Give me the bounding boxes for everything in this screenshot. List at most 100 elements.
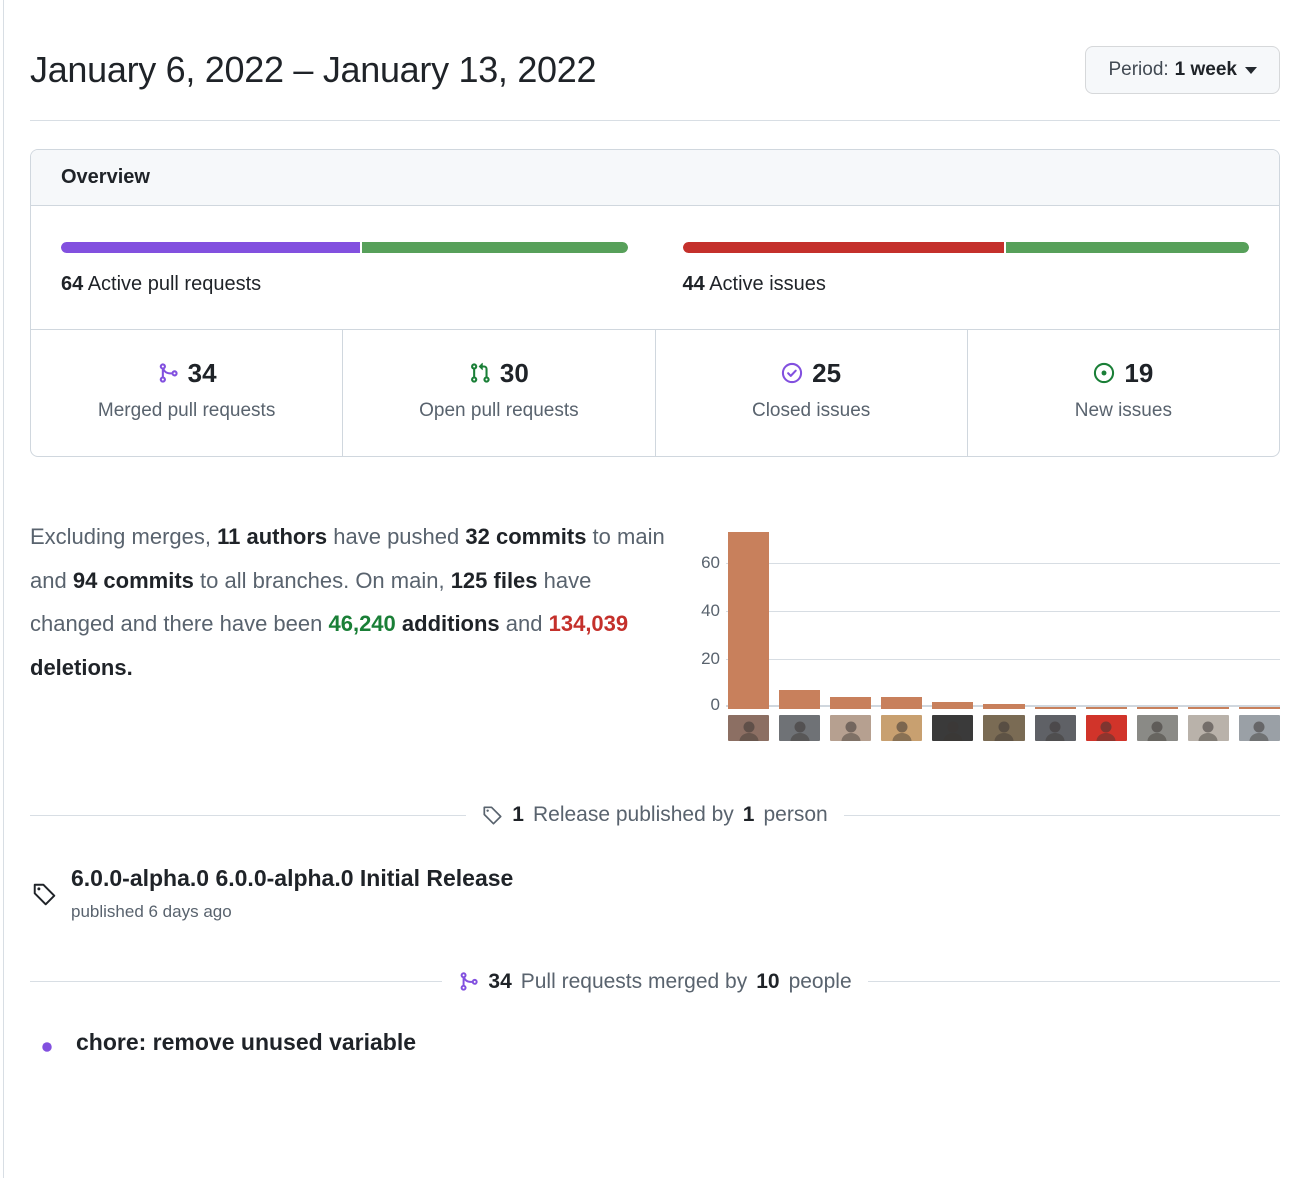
pull-requests-section-divider: 34 Pull requests merged by 10 people bbox=[30, 969, 1281, 994]
pulse-content: January 6, 2022 – January 13, 2022 Perio… bbox=[30, 0, 1281, 1058]
commits-files-changed: 125 files bbox=[450, 567, 538, 593]
commits-summary-row: Excluding merges, 11 authors have pushed… bbox=[30, 515, 1281, 755]
stat-new-value: 19 bbox=[1124, 358, 1154, 388]
chart-bar bbox=[1034, 706, 1076, 709]
chart-bars bbox=[728, 523, 1281, 709]
chart-bar bbox=[932, 702, 974, 709]
active-issues-caption: 44 Active issues bbox=[683, 271, 1250, 297]
chart-plot-area: 60 40 20 0 bbox=[680, 515, 1281, 741]
commits-additions-label: additions bbox=[395, 611, 500, 637]
avatar[interactable] bbox=[1238, 715, 1281, 741]
open-pr-bar-segment bbox=[362, 242, 628, 253]
issue-opened-icon bbox=[1093, 362, 1115, 384]
chevron-down-icon bbox=[1245, 66, 1257, 74]
chart-bar bbox=[1085, 706, 1127, 709]
gridline-60 bbox=[726, 563, 1280, 564]
stat-closed-issues[interactable]: 25 Closed issues bbox=[656, 330, 968, 456]
pull-requests-split-bar bbox=[61, 242, 628, 253]
stat-new-label: New issues bbox=[1074, 400, 1172, 421]
commits-deletions-count: 134,039 bbox=[548, 611, 629, 637]
pulse-header: January 6, 2022 – January 13, 2022 Perio… bbox=[30, 0, 1280, 121]
divider-rule-left bbox=[30, 814, 467, 816]
list-item[interactable]: chore: remove unused variable bbox=[30, 1028, 1280, 1058]
overview-card: Overview 64 Active pull requests bbox=[30, 149, 1280, 457]
gridline-40 bbox=[726, 611, 1280, 612]
chart-bar bbox=[728, 532, 770, 709]
issue-closed-icon bbox=[781, 362, 803, 384]
chart-bar bbox=[983, 704, 1025, 709]
avatar[interactable] bbox=[779, 715, 821, 741]
releases-text-end: person bbox=[763, 803, 828, 826]
divider-rule-right bbox=[867, 981, 1281, 983]
pull-requests-people-count: 10 bbox=[756, 969, 780, 993]
active-pull-requests-block: 64 Active pull requests bbox=[61, 242, 628, 297]
avatar[interactable] bbox=[1187, 715, 1229, 741]
chart-bar bbox=[1136, 706, 1178, 709]
releases-text-mid: Release published by bbox=[532, 803, 734, 826]
active-pull-requests-caption: 64 Active pull requests bbox=[61, 271, 628, 297]
git-pull-request-icon bbox=[469, 362, 491, 384]
avatar[interactable] bbox=[830, 715, 872, 741]
active-issues-block: 44 Active issues bbox=[682, 242, 1250, 297]
merged-pull-requests-count: 34 bbox=[488, 969, 512, 993]
git-merge-icon bbox=[458, 971, 479, 992]
closed-issues-bar-segment bbox=[682, 242, 1005, 253]
commits-all-count: 94 commits bbox=[72, 567, 194, 593]
release-list-item[interactable]: 6.0.0-alpha.0 6.0.0-alpha.0 Initial Rele… bbox=[30, 863, 1280, 922]
period-dropdown-button[interactable]: Period: 1 week bbox=[1085, 46, 1280, 94]
commits-t7: and bbox=[499, 611, 549, 637]
active-issues-label: Active issues bbox=[709, 273, 826, 295]
avatar[interactable] bbox=[1034, 715, 1076, 741]
commits-t5: have changed and there have been bbox=[30, 567, 592, 637]
pull-requests-text-end: people bbox=[788, 969, 852, 993]
stat-merged-label: Merged pull requests bbox=[97, 400, 276, 421]
gridline-20 bbox=[726, 659, 1280, 660]
divider-rule-right bbox=[843, 814, 1280, 816]
pull-request-title[interactable]: chore: remove unused variable bbox=[76, 1028, 417, 1055]
commits-deletions-label: deletions bbox=[30, 654, 127, 680]
avatar[interactable] bbox=[1136, 715, 1178, 741]
commits-authors: 11 authors bbox=[217, 524, 328, 549]
commits-t2: have pushed bbox=[327, 524, 466, 549]
release-body: 6.0.0-alpha.0 6.0.0-alpha.0 Initial Rele… bbox=[71, 863, 513, 922]
release-title[interactable]: 6.0.0-alpha.0 6.0.0-alpha.0 Initial Rele… bbox=[71, 865, 514, 891]
tag-icon bbox=[32, 863, 57, 922]
commits-t3: to main and bbox=[30, 524, 665, 593]
releases-count: 1 bbox=[512, 803, 524, 826]
ytick-40: 40 bbox=[701, 601, 720, 620]
pull-requests-section-heading: 34 Pull requests merged by 10 people bbox=[458, 969, 852, 994]
chart-bar bbox=[830, 697, 872, 709]
chart-bar bbox=[779, 690, 821, 709]
stat-closed-value: 25 bbox=[812, 358, 842, 388]
chart-bar bbox=[881, 697, 923, 709]
git-merge-icon bbox=[157, 362, 179, 384]
avatar[interactable] bbox=[983, 715, 1025, 741]
period-label: Period: bbox=[1108, 59, 1169, 80]
active-pull-requests-count: 64 bbox=[61, 273, 84, 295]
chart-bar bbox=[1187, 706, 1229, 709]
releases-section-divider: 1 Release published by 1 person bbox=[30, 803, 1280, 827]
avatar[interactable] bbox=[1085, 715, 1127, 741]
commits-t1: Excluding merges, bbox=[30, 524, 218, 549]
stat-merged-value: 34 bbox=[187, 358, 217, 388]
stat-open-pull-requests[interactable]: 30 Open pull requests bbox=[343, 330, 656, 456]
ytick-60: 60 bbox=[701, 553, 720, 572]
avatar[interactable] bbox=[932, 715, 974, 741]
active-pull-requests-label: Active pull requests bbox=[87, 273, 262, 295]
divider-rule-left bbox=[30, 981, 443, 983]
stat-new-issues[interactable]: 19 New issues bbox=[968, 330, 1279, 456]
merged-pr-bar-segment bbox=[61, 242, 361, 253]
tag-icon bbox=[482, 805, 503, 826]
active-issues-count: 44 bbox=[682, 273, 705, 295]
avatar[interactable] bbox=[728, 715, 770, 741]
releases-people-count: 1 bbox=[742, 803, 755, 826]
commits-summary-text: Excluding merges, 11 authors have pushed… bbox=[30, 515, 670, 755]
stat-merged-pull-requests[interactable]: 34 Merged pull requests bbox=[31, 330, 344, 456]
issues-split-bar bbox=[682, 242, 1249, 253]
avatar[interactable] bbox=[881, 715, 923, 741]
left-border-rail bbox=[3, 0, 4, 1178]
stat-open-label: Open pull requests bbox=[419, 400, 579, 421]
commits-t4: to all branches. On main, bbox=[193, 567, 451, 593]
releases-section-heading: 1 Release published by 1 person bbox=[482, 803, 828, 827]
new-issues-bar-segment bbox=[1006, 242, 1249, 253]
